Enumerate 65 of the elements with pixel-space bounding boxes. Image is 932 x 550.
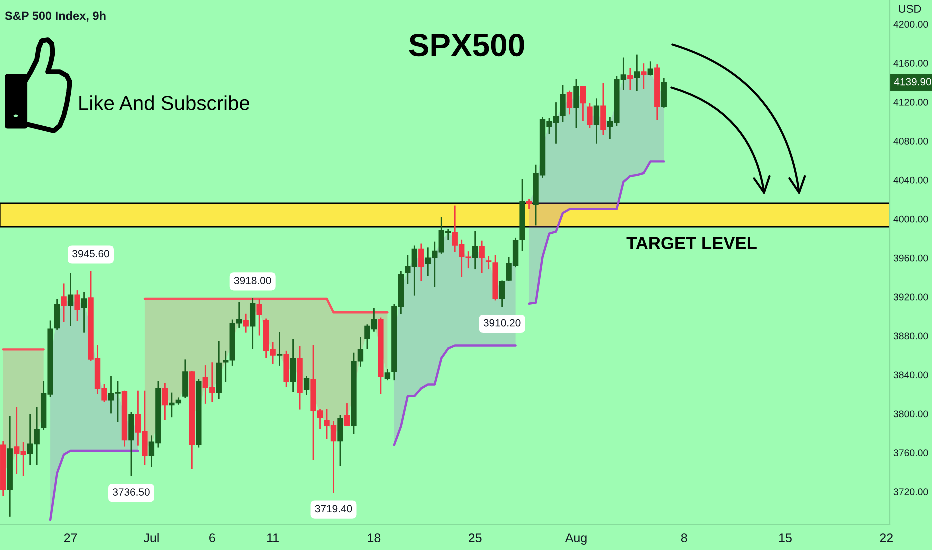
y-tick-label: 4000.00 [894, 216, 928, 223]
candlestick [580, 86, 586, 122]
y-axis-title: USD [899, 5, 922, 13]
annotation: 3918.00 [234, 277, 272, 284]
x-tick-label: Aug [565, 534, 587, 545]
annotation: Like And Subscribe [80, 96, 250, 110]
annotation: 3719.40 [315, 505, 352, 513]
x-tick-label: Jul [144, 533, 159, 543]
y-tick-label: 4040.00 [894, 176, 928, 184]
y-tick-label: 4200.00 [894, 21, 928, 28]
candlestick [574, 79, 580, 128]
y-tick-label: 3720.00 [894, 488, 928, 496]
y-tick-label: 3800.00 [894, 410, 928, 418]
candlestick [560, 85, 566, 122]
candlestick [648, 62, 654, 76]
candlestick [256, 299, 262, 336]
candlestick [384, 369, 391, 381]
candlestick [641, 64, 647, 90]
x-tick-label: 18 [368, 534, 381, 543]
candlestick [68, 273, 74, 326]
x-tick-label: 6 [210, 534, 216, 543]
candlestick [81, 292, 88, 333]
candlestick [276, 332, 283, 366]
y-tick-label: 3840.00 [894, 372, 928, 379]
candlestick [472, 231, 478, 270]
x-tick-label: 15 [779, 534, 792, 543]
band-label: TARGET LEVEL [626, 237, 757, 250]
text: S&P 500 Index, 9h [5, 12, 106, 22]
annotation: 3736.50 [113, 488, 150, 496]
y-tick-label: 3880.00 [894, 332, 928, 340]
candlestick [74, 290, 80, 322]
candlestick [304, 376, 310, 396]
candlestick [499, 280, 506, 308]
text: 4139.90 [894, 78, 932, 86]
candlestick [479, 240, 485, 274]
candlestick [594, 98, 600, 144]
annotation: 3945.60 [72, 250, 110, 258]
x-tick-label: 25 [469, 534, 482, 543]
candlestick [338, 415, 344, 466]
y-tick-label: 3920.00 [894, 294, 928, 301]
candlestick [162, 383, 168, 420]
y-tick-label: 4160.00 [894, 60, 928, 67]
x-tick-label: 27 [64, 534, 78, 542]
candlestick [418, 244, 424, 282]
annotation: 3910.20 [484, 319, 521, 327]
candlestick [54, 299, 60, 330]
candlestick [566, 90, 573, 115]
candlestick [628, 68, 634, 90]
candlestick [344, 404, 350, 426]
candlestick [486, 256, 492, 270]
y-tick-label: 3960.00 [894, 254, 928, 262]
candlestick [600, 83, 606, 136]
y-tick-label: 3760.00 [894, 450, 928, 457]
x-tick-label: 22 [880, 534, 893, 542]
text: SPX500 [409, 34, 524, 57]
y-tick-label: 4080.00 [894, 138, 928, 145]
candlestick [634, 54, 640, 92]
candlestick [290, 339, 296, 392]
x-tick-label: 8 [681, 534, 688, 543]
candlestick [61, 284, 67, 322]
candlestick [587, 104, 593, 128]
candlestick [250, 298, 256, 350]
x-tick-label: 11 [268, 534, 279, 542]
candlestick [243, 314, 249, 333]
y-tick-label: 4120.00 [894, 99, 928, 106]
